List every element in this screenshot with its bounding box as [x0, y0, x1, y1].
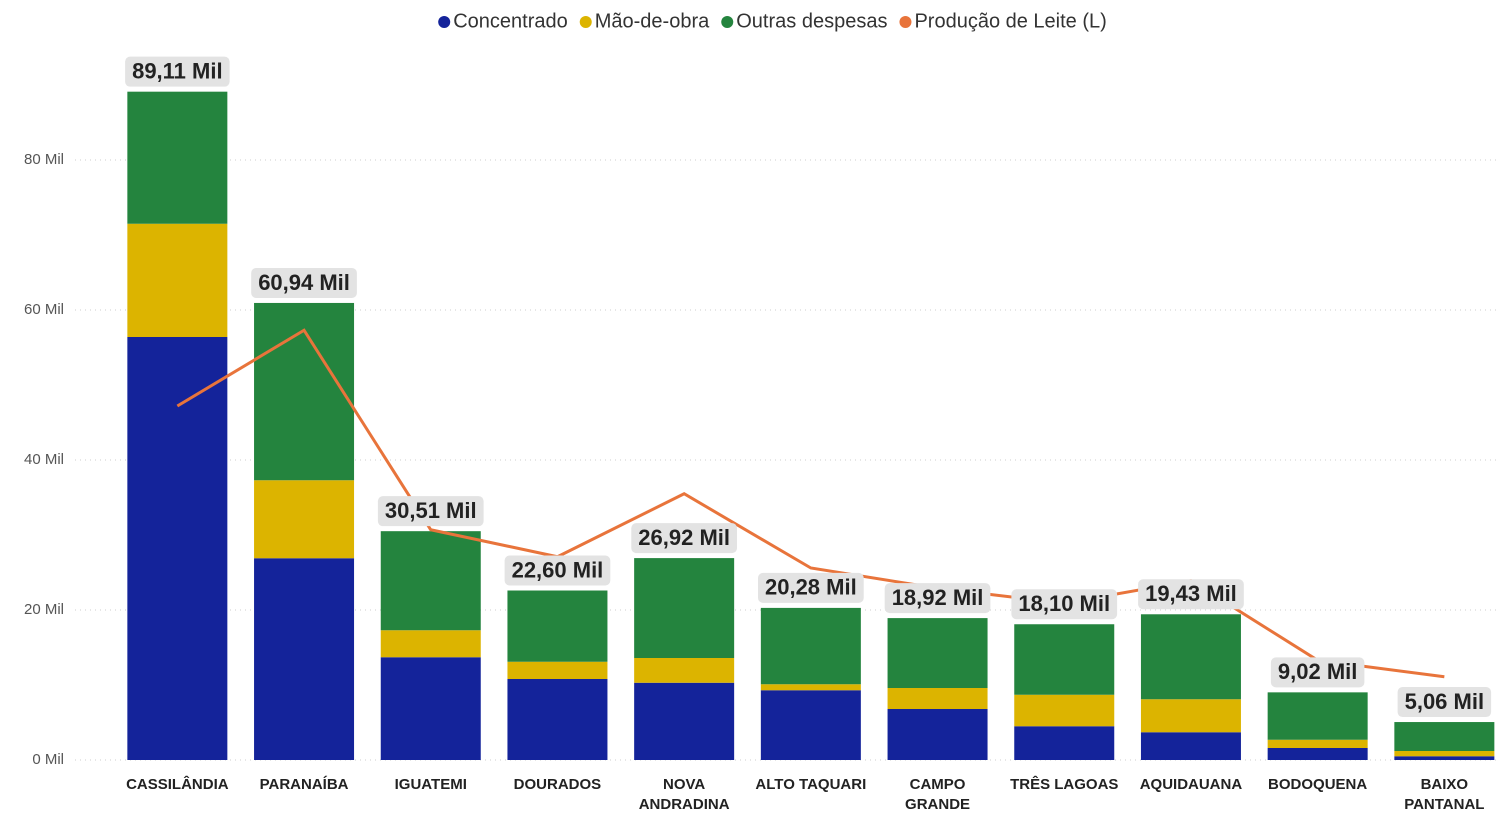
- total-label-bg: [757, 572, 864, 603]
- y-tick-label: 40 Mil: [24, 451, 64, 468]
- bar-segment: [887, 709, 988, 760]
- bar-segment: [507, 679, 608, 760]
- total-label-text: 30,51 Mil: [385, 498, 477, 523]
- bar-segment: [760, 684, 861, 691]
- bar-segment: [1014, 624, 1115, 695]
- bar-segment: [1014, 694, 1115, 727]
- x-tick-label: ALTO TAQUARI: [755, 776, 867, 793]
- bar-segment: [380, 531, 481, 631]
- y-tick-label: 20 Mil: [24, 601, 64, 618]
- total-label-bg: [1138, 579, 1244, 610]
- total-label-text: 20,28 Mil: [765, 575, 857, 600]
- bar-segment: [1394, 722, 1495, 751]
- total-label-bg: [1397, 687, 1492, 718]
- total-label-bg: [251, 267, 357, 298]
- x-tick-label: TRÊS LAGOAS: [1010, 776, 1119, 793]
- bar-segment: [1394, 751, 1495, 757]
- total-label-bg: [504, 555, 611, 586]
- total-label-text: 18,92 Mil: [892, 585, 984, 610]
- bar-segment: [887, 618, 988, 688]
- total-label: 18,92 Mil: [884, 583, 991, 614]
- legend: Concentrado Mão-de-obra Outras despesas Pro…: [438, 10, 1107, 32]
- total-label: 18,10 Mil: [1011, 589, 1118, 620]
- y-tick-label: 0 Mil: [32, 751, 64, 768]
- legend-marker: [721, 16, 734, 28]
- total-label: 89,11 Mil: [125, 56, 230, 87]
- total-label-text: 5,06 Mil: [1405, 689, 1484, 714]
- bar-segment: [1140, 699, 1241, 733]
- total-label: 30,51 Mil: [377, 496, 484, 527]
- bar-segment: [507, 590, 608, 662]
- y-tick-label: 80 Mil: [24, 151, 64, 168]
- bar-segment: [507, 661, 608, 679]
- legend-marker: [438, 16, 451, 28]
- total-label: 19,43 Mil: [1138, 579, 1244, 610]
- bar-segment: [1267, 748, 1368, 760]
- bar-segment: [1140, 614, 1241, 700]
- bar-segment: [254, 558, 355, 760]
- total-label-text: 89,11 Mil: [132, 58, 223, 83]
- x-tick-label: CAMPO GRANDE: [905, 776, 971, 813]
- x-tick-label: IGUATEMI: [394, 776, 467, 793]
- x-tick-label: PARANAÍBA: [259, 776, 349, 793]
- legend-label: Produção de Leite (L): [914, 10, 1106, 32]
- x-tick-label: NOVA ANDRADINA: [638, 776, 730, 813]
- total-label-text: 26,92 Mil: [638, 525, 730, 550]
- legend-marker: [579, 16, 592, 28]
- bar-segment: [380, 630, 481, 658]
- legend-marker: [899, 16, 912, 28]
- total-label-bg: [1011, 589, 1118, 620]
- bar-segment: [1394, 756, 1495, 760]
- total-label-text: 19,43 Mil: [1145, 581, 1237, 606]
- legend-label: Concentrado: [453, 10, 568, 32]
- total-label-bg: [631, 523, 738, 554]
- legend-label: Outras despesas: [736, 10, 887, 32]
- total-label: 20,28 Mil: [757, 572, 864, 603]
- bar-segment: [254, 480, 355, 559]
- bar-segment: [1267, 739, 1368, 748]
- total-label: 26,92 Mil: [631, 523, 738, 554]
- total-label-text: 22,60 Mil: [512, 557, 604, 582]
- total-label-bg: [1270, 657, 1365, 688]
- x-tick-label: CASSILÂNDIA: [126, 776, 229, 793]
- total-label-bg: [125, 56, 230, 87]
- bar-segment: [1267, 692, 1368, 740]
- bar-segment: [127, 91, 228, 224]
- bar-segment: [634, 682, 735, 760]
- total-label: 9,02 Mil: [1270, 657, 1365, 688]
- total-label-text: 60,94 Mil: [258, 270, 350, 295]
- bar-segment: [127, 223, 228, 337]
- bar-segment: [887, 688, 988, 709]
- bar-segment: [380, 657, 481, 760]
- y-tick-label: 60 Mil: [24, 301, 64, 318]
- total-label-text: 18,10 Mil: [1018, 591, 1110, 616]
- total-label-bg: [884, 583, 991, 614]
- total-label-bg: [377, 496, 484, 527]
- bar-segment: [1140, 732, 1241, 760]
- x-tick-label: BODOQUENA: [1268, 776, 1368, 793]
- legend-label: Mão-de-obra: [595, 10, 710, 32]
- x-tick-label: BAIXO PANTANAL: [1404, 776, 1485, 813]
- bar-segment: [760, 607, 861, 685]
- total-label: 60,94 Mil: [251, 267, 357, 298]
- total-label-text: 9,02 Mil: [1278, 659, 1357, 684]
- bar-segment: [127, 337, 228, 760]
- bar-segment: [634, 658, 735, 683]
- x-tick-label: AQUIDAUANA: [1139, 776, 1243, 793]
- total-label: 5,06 Mil: [1397, 687, 1492, 718]
- bar-segment: [634, 558, 735, 658]
- x-tick-label: DOURADOS: [513, 776, 602, 793]
- bar-segment: [760, 690, 861, 760]
- bar-segment: [1014, 726, 1115, 760]
- total-label: 22,60 Mil: [504, 555, 611, 586]
